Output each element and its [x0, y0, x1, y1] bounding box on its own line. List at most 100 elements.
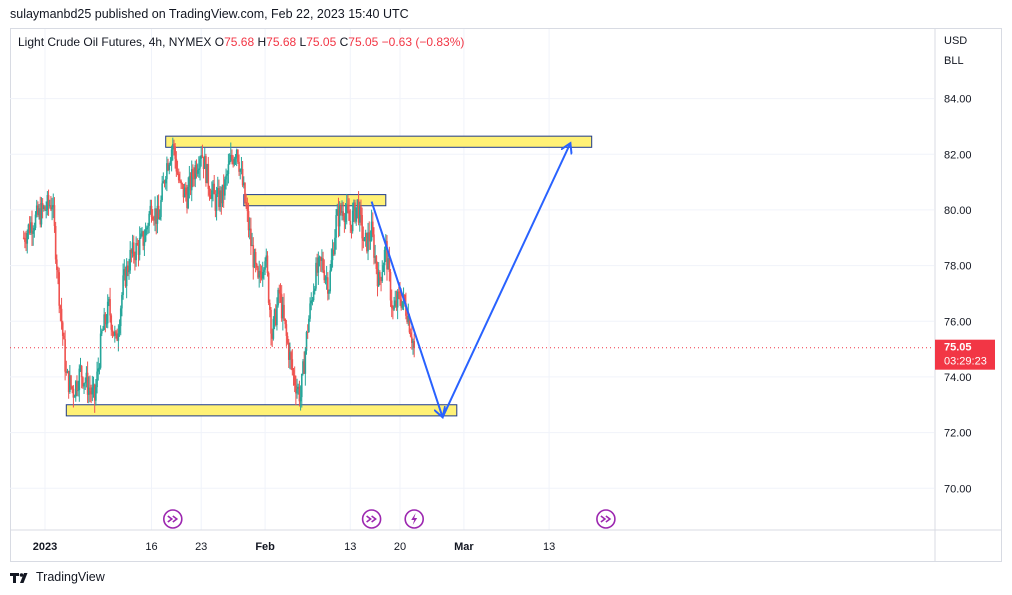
symbol-legend: Light Crude Oil Futures, 4h, NYMEX O 75.6…: [18, 35, 464, 49]
candle-body: [199, 158, 201, 169]
candle-body: [219, 190, 221, 207]
candle-body: [368, 232, 371, 241]
candle-body: [106, 301, 109, 324]
candle-body: [389, 271, 392, 301]
candle-body: [103, 314, 105, 330]
candle-body: [309, 303, 311, 319]
candle-body: [183, 187, 186, 198]
candle-body: [186, 194, 188, 209]
candle-body: [296, 389, 298, 394]
candle-body: [80, 365, 83, 378]
candle-body: [371, 221, 374, 235]
candle-body: [345, 204, 348, 214]
candle-body: [338, 205, 341, 227]
candle-body: [405, 303, 407, 316]
candle-body: [358, 206, 361, 223]
candle-body: [156, 205, 159, 224]
candle-body: [211, 190, 213, 199]
candle-body: [318, 257, 321, 259]
candle-body: [97, 368, 100, 372]
candle-body: [153, 219, 155, 221]
candle-body: [63, 335, 65, 340]
candle-body: [327, 277, 329, 294]
y-tick-label: 72.00: [944, 428, 972, 440]
candle-body: [99, 333, 102, 368]
candle-body: [286, 335, 289, 343]
projection-arrow-0: [370, 201, 443, 418]
candle-body: [32, 230, 34, 234]
candle-body: [57, 269, 59, 273]
candle-body: [111, 329, 114, 332]
candle-body: [150, 205, 153, 217]
candle-body: [65, 371, 68, 373]
candle-body: [324, 277, 327, 281]
candle-body: [121, 295, 123, 309]
candle-body: [115, 331, 117, 334]
candle-body: [395, 300, 398, 308]
candle-body: [274, 309, 277, 326]
candle-body: [96, 371, 98, 388]
candle-body: [347, 204, 349, 211]
footer-brand[interactable]: TradingView: [36, 569, 105, 584]
candle-body: [174, 146, 176, 159]
dividend-event-icon[interactable]: [596, 509, 616, 529]
candle-body: [245, 201, 247, 207]
candle-body: [53, 205, 56, 226]
candle-body: [300, 373, 303, 398]
candle-body: [22, 237, 25, 239]
candle-body: [86, 372, 89, 395]
candle-body: [233, 158, 236, 165]
candle-body: [169, 161, 172, 165]
candle-body: [297, 386, 300, 390]
high-value: 75.68: [266, 35, 297, 49]
candle-body: [381, 272, 384, 282]
y-tick-label: 82.00: [944, 149, 972, 161]
candle-body: [168, 164, 171, 171]
candle-body: [399, 292, 401, 300]
y-tick-label: 78.00: [944, 261, 972, 273]
candle-body: [162, 181, 165, 184]
close-value: 75.05: [348, 35, 379, 49]
y-tick-label: 74.00: [944, 372, 972, 384]
candle-body: [155, 208, 158, 224]
candle-body: [332, 249, 335, 255]
candle-body: [407, 315, 410, 323]
candle-body: [269, 302, 271, 310]
candle-body: [116, 333, 118, 341]
candle-body: [256, 263, 258, 268]
candle-body: [209, 194, 212, 199]
open-label: O: [214, 35, 225, 49]
candle-body: [66, 370, 69, 373]
symbol-title[interactable]: Light Crude Oil Futures, 4h, NYMEX: [18, 35, 212, 49]
candle-body: [54, 225, 57, 260]
candle-body: [102, 329, 104, 331]
candle-body: [79, 365, 82, 369]
candle-body: [213, 183, 216, 195]
candle-body: [34, 214, 37, 228]
last-price-tag: [935, 339, 995, 370]
y-tick-label: 84.00: [944, 94, 972, 106]
candle-body: [310, 300, 313, 304]
flash-event-icon[interactable]: [404, 509, 425, 529]
candle-body: [398, 291, 400, 293]
candle-body: [180, 180, 182, 184]
dividend-event-icon[interactable]: [361, 509, 382, 529]
tradingview-logo-icon[interactable]: [10, 569, 32, 584]
candle-body: [206, 164, 208, 184]
candle-body: [234, 157, 237, 159]
x-tick-label: Mar: [454, 541, 474, 553]
candle-body: [170, 149, 173, 162]
x-tick-label: 16: [145, 541, 157, 553]
sr-zone-2: [65, 404, 458, 417]
dividend-event-icon[interactable]: [163, 509, 183, 529]
projection-arrow-1: [441, 143, 571, 418]
candle-body: [40, 203, 43, 225]
candle-body: [38, 208, 40, 216]
sr-zone-1: [243, 194, 387, 207]
candle-body: [241, 168, 244, 186]
candle-body: [227, 164, 230, 175]
candle-body: [132, 242, 135, 257]
candle-body: [175, 158, 178, 172]
footer: TradingView: [10, 569, 105, 584]
